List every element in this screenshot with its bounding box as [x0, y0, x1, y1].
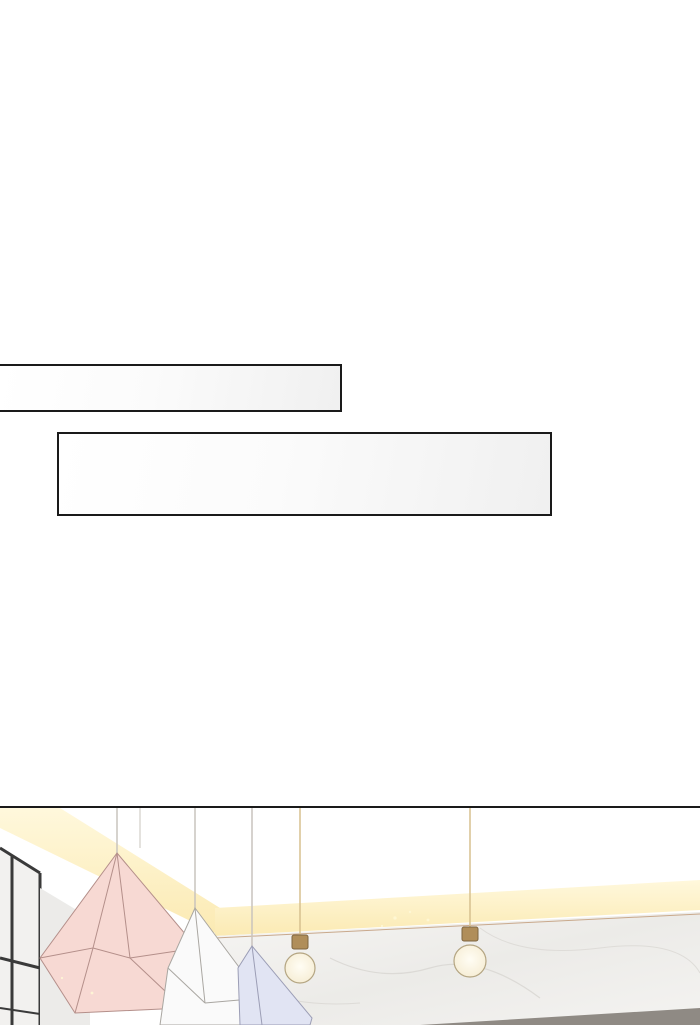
white-pendant-lamp [159, 907, 263, 1025]
lavender-pendant-lamp [237, 945, 313, 1025]
bulb-pendant-lamp [453, 926, 487, 978]
caption-box [57, 432, 552, 516]
cafe-illustration [0, 808, 700, 1025]
caption-box [0, 364, 342, 412]
cafe-interior-panel [0, 806, 700, 1025]
ceiling-beam [215, 880, 700, 936]
bulb-pendant-lamp [284, 934, 316, 984]
